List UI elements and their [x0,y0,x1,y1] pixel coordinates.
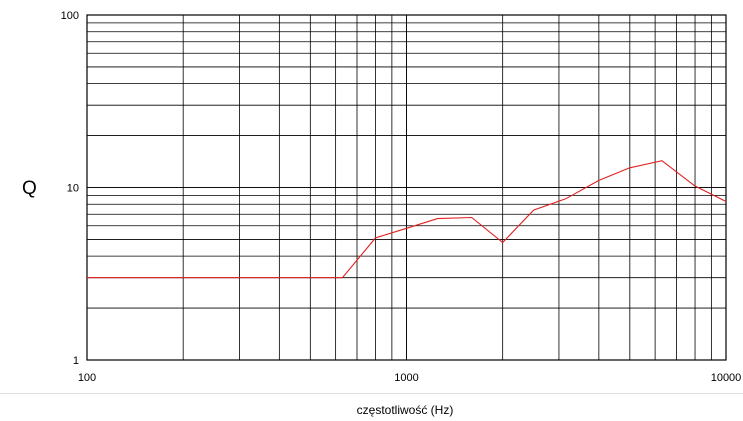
y-tick-label: 10 [67,183,79,195]
x-axis-label: częstotliwość (Hz) [356,403,454,417]
y-tick-label: 100 [61,10,79,22]
y-axis-label: Q [22,178,37,199]
bottom-divider [0,393,743,394]
x-tick-label: 100 [78,372,96,384]
x-tick-label: 1000 [394,372,418,384]
plot-frame [86,14,727,361]
x-tick-label: 10000 [711,372,742,384]
y-tick-label: 1 [73,355,79,367]
series-line [87,160,727,279]
